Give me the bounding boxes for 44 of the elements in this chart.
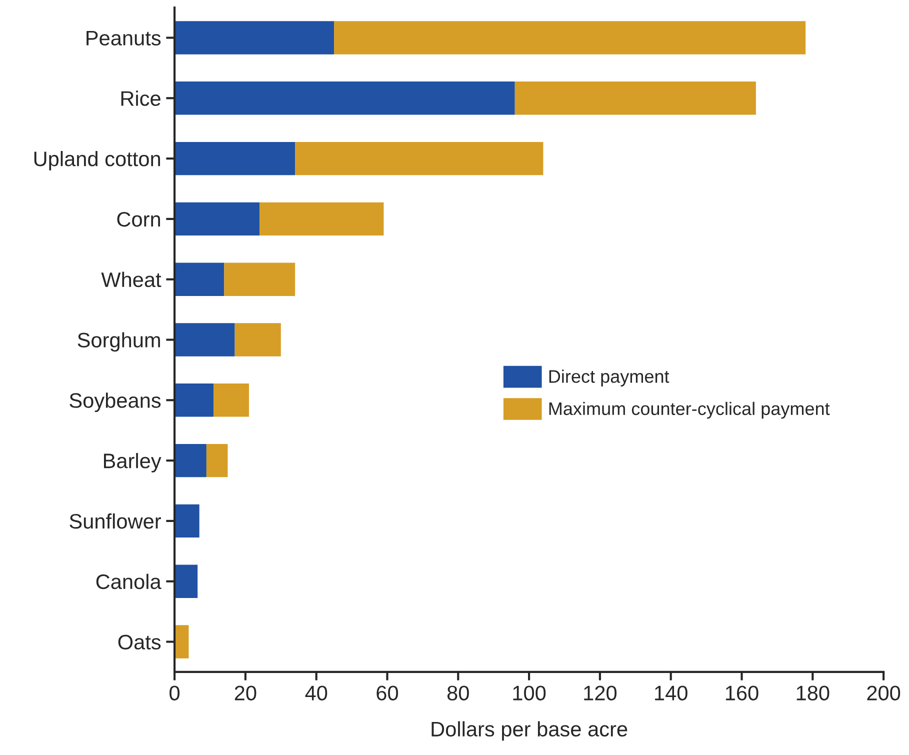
x-tick-label: 80 — [447, 686, 469, 700]
x-tick-label: 120 — [584, 686, 617, 700]
y-tick-label: Canola — [96, 574, 162, 590]
bar — [174, 564, 198, 598]
bar — [174, 82, 515, 115]
y-tick-label: Sunflower — [70, 513, 161, 529]
bar — [174, 504, 200, 538]
legend-label: Maximum counter-cyclical payment — [549, 402, 830, 419]
x-tick-label: 200 — [867, 686, 900, 700]
y-tick-label: Sorghum — [78, 332, 160, 352]
legend-label: Direct payment — [549, 370, 670, 386]
bar — [224, 262, 296, 296]
x-tick-label: 20 — [234, 686, 256, 700]
bar — [206, 444, 228, 478]
bar — [514, 82, 756, 115]
bar — [174, 202, 260, 236]
y-tick-label: Rice — [121, 90, 160, 106]
y-tick-label: Barley — [104, 453, 162, 472]
bar — [174, 444, 206, 478]
bar — [174, 384, 214, 417]
bar — [174, 262, 224, 296]
x-tick-label: 100 — [513, 686, 546, 700]
y-tick-label: Peanuts — [86, 30, 161, 46]
bar — [295, 142, 544, 176]
bar — [234, 323, 281, 356]
y-tick-label: Soybeans — [70, 392, 161, 412]
x-tick-label: 160 — [726, 686, 758, 700]
bar — [214, 384, 249, 417]
x-tick-label: 0 — [170, 686, 180, 700]
y-tick-label: Corn — [117, 212, 160, 227]
bar — [174, 21, 334, 54]
y-tick-label: Upland cotton — [34, 151, 160, 170]
bar — [174, 625, 189, 658]
x-tick-label: 40 — [305, 686, 328, 700]
x-tick-label: 60 — [376, 686, 398, 700]
bar — [174, 323, 235, 356]
bar — [174, 142, 296, 176]
y-tick-label: Wheat — [101, 272, 162, 288]
x-tick-label: 180 — [796, 686, 830, 700]
y-tick-label: Oats — [118, 634, 161, 650]
bar — [260, 202, 384, 236]
bar — [334, 21, 806, 54]
x-axis-title: Dollars per base acre — [432, 721, 628, 741]
x-tick-label: 140 — [655, 686, 688, 700]
